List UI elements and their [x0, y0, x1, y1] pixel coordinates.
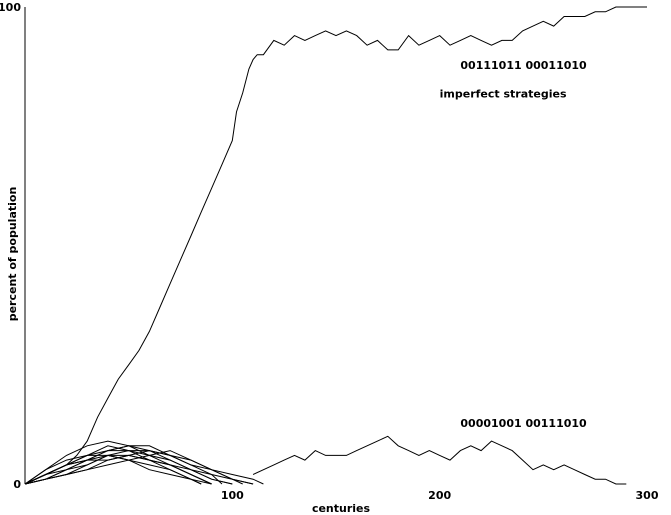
series-line [24, 450, 264, 485]
series-line [24, 454, 202, 485]
series-line [24, 6, 647, 485]
x-tick-label: 100 [221, 489, 244, 502]
annotation-label: 00001001 00111010 [460, 417, 587, 430]
x-tick-label: 300 [636, 489, 659, 502]
annotation-label: 00111011 00011010 [460, 59, 587, 72]
series-lines [24, 6, 647, 485]
tick-labels: 100 200 300 0 100 [0, 1, 659, 502]
annotation-label: imperfect strategies [440, 88, 567, 101]
series-line [24, 454, 202, 485]
annotations: 00111011 00011010 imperfect strategies 000… [440, 59, 587, 430]
x-axis-label: centuries [312, 502, 371, 515]
series-line [24, 454, 212, 485]
series-line [24, 450, 243, 485]
y-tick-label: 0 [13, 478, 21, 491]
series-line [24, 445, 212, 485]
series-line [252, 435, 627, 485]
x-tick-label: 200 [428, 489, 451, 502]
y-tick-label: 100 [0, 1, 21, 14]
series-line [24, 454, 212, 485]
y-axis-label: percent of population [6, 187, 19, 322]
series-line [24, 440, 233, 485]
